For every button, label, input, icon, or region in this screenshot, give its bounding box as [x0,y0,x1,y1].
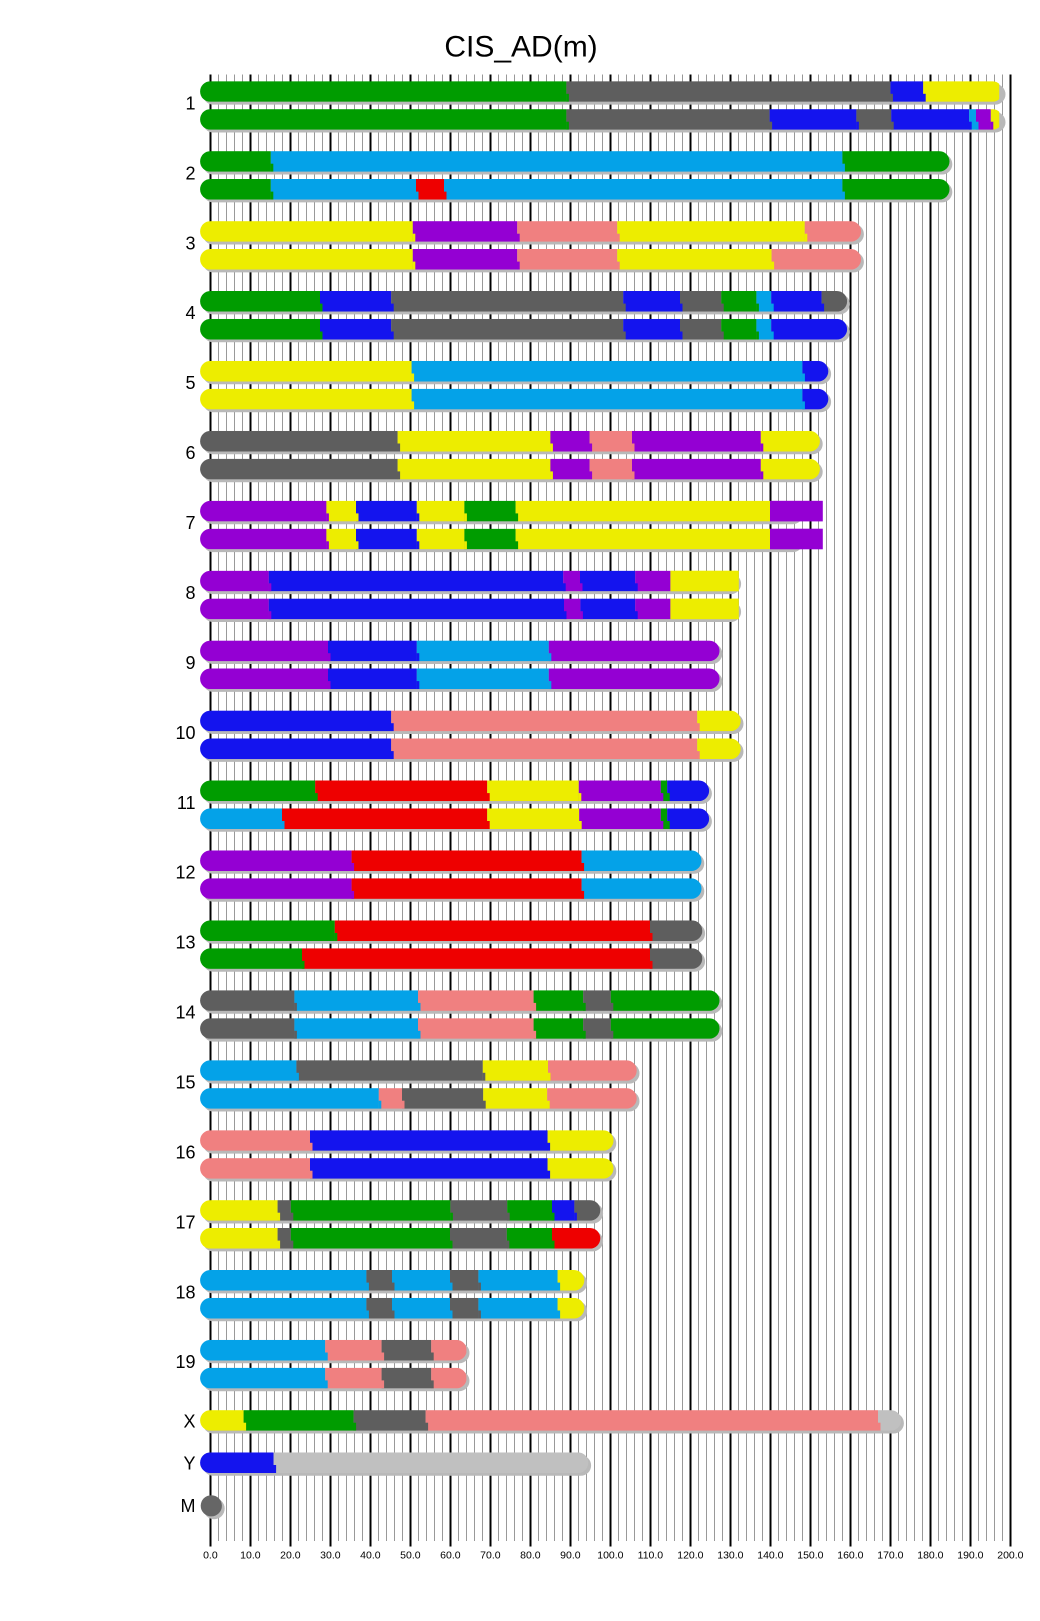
svg-text:190.0: 190.0 [957,1549,983,1561]
svg-text:0.0: 0.0 [203,1549,218,1561]
svg-text:9: 9 [185,653,195,673]
svg-text:30.0: 30.0 [320,1549,341,1561]
svg-text:M: M [181,1496,196,1516]
svg-text:CIS_AD(m): CIS_AD(m) [444,31,597,64]
svg-text:170.0: 170.0 [877,1549,903,1561]
svg-text:1: 1 [185,94,195,114]
svg-text:40.0: 40.0 [360,1549,381,1561]
svg-text:3: 3 [185,233,195,253]
svg-text:10: 10 [175,723,195,743]
svg-text:4: 4 [185,303,195,323]
svg-text:100.0: 100.0 [597,1549,623,1561]
svg-text:6: 6 [185,443,195,463]
svg-text:2: 2 [185,163,195,183]
svg-text:14: 14 [175,1003,195,1023]
svg-text:15: 15 [175,1073,195,1093]
svg-text:180.0: 180.0 [917,1549,943,1561]
svg-text:Y: Y [183,1454,195,1474]
svg-text:50.0: 50.0 [400,1549,421,1561]
svg-text:13: 13 [175,933,195,953]
svg-text:150.0: 150.0 [797,1549,823,1561]
svg-text:12: 12 [175,863,195,883]
svg-text:130.0: 130.0 [717,1549,743,1561]
svg-text:90.0: 90.0 [560,1549,581,1561]
svg-text:X: X [183,1411,195,1431]
svg-text:7: 7 [185,513,195,533]
svg-text:140.0: 140.0 [757,1549,783,1561]
svg-text:80.0: 80.0 [520,1549,541,1561]
svg-text:11: 11 [177,793,196,813]
svg-text:17: 17 [175,1212,195,1232]
svg-text:160.0: 160.0 [837,1549,863,1561]
svg-text:200.0: 200.0 [997,1549,1023,1561]
svg-text:60.0: 60.0 [440,1549,461,1561]
svg-text:19: 19 [175,1352,195,1372]
svg-text:120.0: 120.0 [677,1549,703,1561]
svg-text:20.0: 20.0 [280,1549,301,1561]
svg-text:8: 8 [185,583,195,603]
svg-text:18: 18 [175,1282,195,1302]
svg-text:70.0: 70.0 [480,1549,501,1561]
svg-text:16: 16 [175,1142,195,1162]
svg-text:5: 5 [185,373,195,393]
svg-text:10.0: 10.0 [240,1549,261,1561]
svg-text:110.0: 110.0 [638,1549,664,1561]
